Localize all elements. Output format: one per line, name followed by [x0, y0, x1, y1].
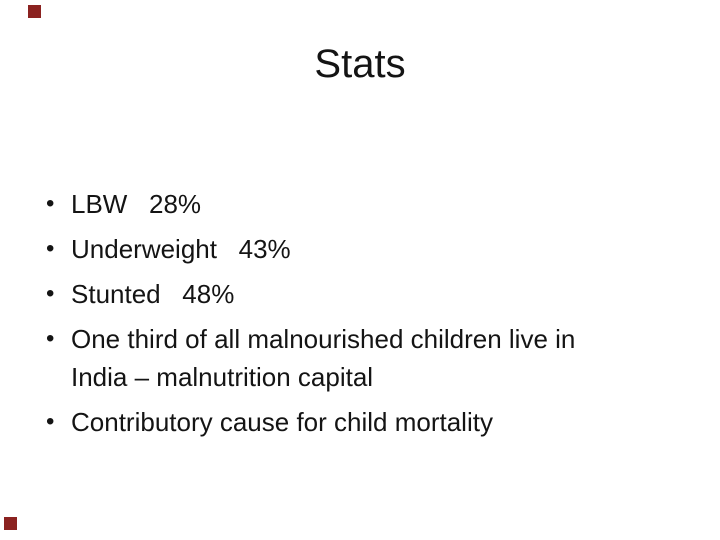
- corner-accent-top-left-square: [28, 5, 41, 18]
- bullet-icon: •: [46, 325, 55, 352]
- corner-accent-bottom-left-square: [4, 517, 17, 530]
- bullet-icon: •: [46, 190, 55, 217]
- bullet-text: Underweight 43%: [71, 234, 291, 264]
- bullet-item-one-third: • One third of all malnourished children…: [46, 320, 664, 396]
- bullet-item-underweight: • Underweight 43%: [46, 230, 664, 268]
- bullet-text: Stunted 48%: [71, 279, 235, 309]
- bullet-icon: •: [46, 235, 55, 262]
- bullet-icon: •: [46, 280, 55, 307]
- slide-title: Stats: [314, 42, 406, 86]
- bullet-item-lbw: • LBW 28%: [46, 185, 664, 223]
- bullet-text: Contributory cause for child mortality: [71, 407, 493, 437]
- bullet-list: • LBW 28% • Underweight 43% • Stunted 48…: [46, 185, 664, 448]
- bullet-item-stunted: • Stunted 48%: [46, 275, 664, 313]
- bullet-icon: •: [46, 408, 55, 435]
- bullet-item-contributory: • Contributory cause for child mortality: [46, 403, 664, 441]
- bullet-text: LBW 28%: [71, 189, 202, 219]
- bullet-text: One third of all malnourished children l…: [71, 324, 576, 392]
